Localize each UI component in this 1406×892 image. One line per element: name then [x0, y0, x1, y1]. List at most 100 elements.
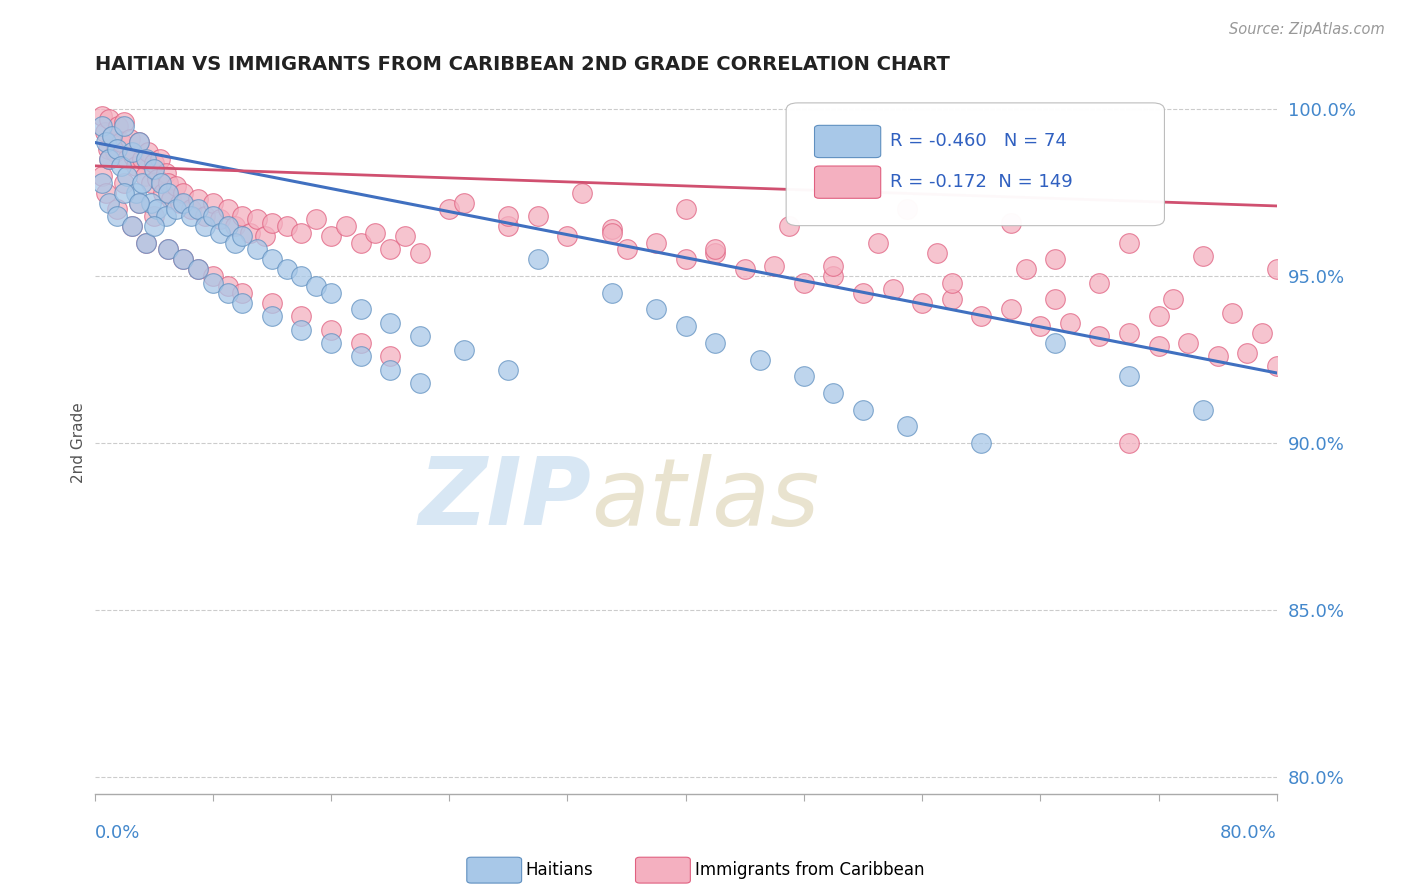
Point [276, 262, 298, 277]
Point [91, 119, 114, 133]
Point [98, 195, 121, 210]
Point [98, 152, 121, 166]
Point [925, 245, 948, 260]
Point [600, 285, 623, 300]
Point [1265, 262, 1288, 277]
Point [107, 119, 129, 133]
Point [217, 202, 239, 217]
Point [110, 159, 132, 173]
Point [378, 362, 401, 376]
Point [260, 252, 283, 267]
Point [866, 235, 889, 250]
Point [115, 152, 138, 166]
Point [187, 192, 209, 206]
Point [394, 229, 416, 244]
Point [142, 155, 165, 169]
Point [260, 309, 283, 323]
Point [98, 112, 121, 127]
Point [187, 202, 209, 217]
Point [128, 136, 150, 150]
Point [110, 136, 132, 150]
Point [645, 302, 668, 317]
Point [165, 202, 187, 217]
Point [408, 376, 430, 390]
Point [105, 209, 128, 223]
Point [290, 226, 312, 240]
Point [1206, 349, 1229, 363]
Point [131, 152, 153, 166]
Point [145, 172, 167, 186]
Point [135, 152, 157, 166]
Point [224, 219, 246, 233]
Y-axis label: 2nd Grade: 2nd Grade [72, 403, 86, 483]
Point [224, 235, 246, 250]
Point [616, 243, 638, 257]
Text: atlas: atlas [591, 454, 820, 545]
Point [180, 209, 202, 223]
Point [823, 259, 845, 273]
Point [209, 212, 232, 227]
Point [896, 419, 918, 434]
Point [97, 142, 120, 156]
Text: Source: ZipAtlas.com: Source: ZipAtlas.com [1229, 22, 1385, 37]
Point [169, 195, 191, 210]
Point [1043, 335, 1066, 350]
Point [91, 169, 114, 183]
Point [335, 219, 357, 233]
Point [142, 162, 165, 177]
Point [1118, 235, 1140, 250]
Point [1192, 402, 1215, 417]
FancyBboxPatch shape [814, 126, 880, 158]
Point [305, 279, 328, 293]
Point [852, 402, 875, 417]
Point [155, 165, 177, 179]
Point [778, 219, 800, 233]
Point [704, 245, 727, 260]
Point [134, 169, 156, 183]
Point [1000, 216, 1022, 230]
Text: Haitians: Haitians [526, 861, 593, 880]
Point [96, 186, 118, 200]
Point [139, 195, 162, 210]
Point [142, 209, 165, 223]
Point [246, 212, 269, 227]
Point [231, 209, 253, 223]
Point [150, 176, 173, 190]
Point [748, 352, 770, 367]
Point [172, 252, 194, 267]
Point [557, 229, 579, 244]
Point [217, 285, 239, 300]
Text: 0.0%: 0.0% [94, 824, 141, 842]
Point [498, 209, 520, 223]
Point [172, 186, 194, 200]
Point [349, 349, 371, 363]
Point [260, 216, 283, 230]
Point [571, 186, 593, 200]
Point [1251, 326, 1274, 340]
Point [453, 343, 475, 357]
Point [704, 243, 727, 257]
Point [527, 252, 550, 267]
Point [149, 152, 172, 166]
Point [201, 269, 224, 284]
Point [112, 186, 135, 200]
Text: HAITIAN VS IMMIGRANTS FROM CARIBBEAN 2ND GRADE CORRELATION CHART: HAITIAN VS IMMIGRANTS FROM CARIBBEAN 2ND… [94, 55, 949, 74]
Point [112, 119, 135, 133]
Point [527, 209, 550, 223]
Point [125, 159, 148, 173]
Point [378, 243, 401, 257]
Point [600, 226, 623, 240]
Text: 80.0%: 80.0% [1220, 824, 1277, 842]
Point [231, 285, 253, 300]
Point [209, 226, 232, 240]
Point [734, 262, 756, 277]
Point [319, 285, 342, 300]
Point [105, 202, 128, 217]
Point [1014, 262, 1036, 277]
Point [1043, 293, 1066, 307]
Point [1192, 249, 1215, 263]
Point [941, 276, 963, 290]
Point [139, 176, 162, 190]
Point [1118, 436, 1140, 450]
Point [157, 186, 180, 200]
